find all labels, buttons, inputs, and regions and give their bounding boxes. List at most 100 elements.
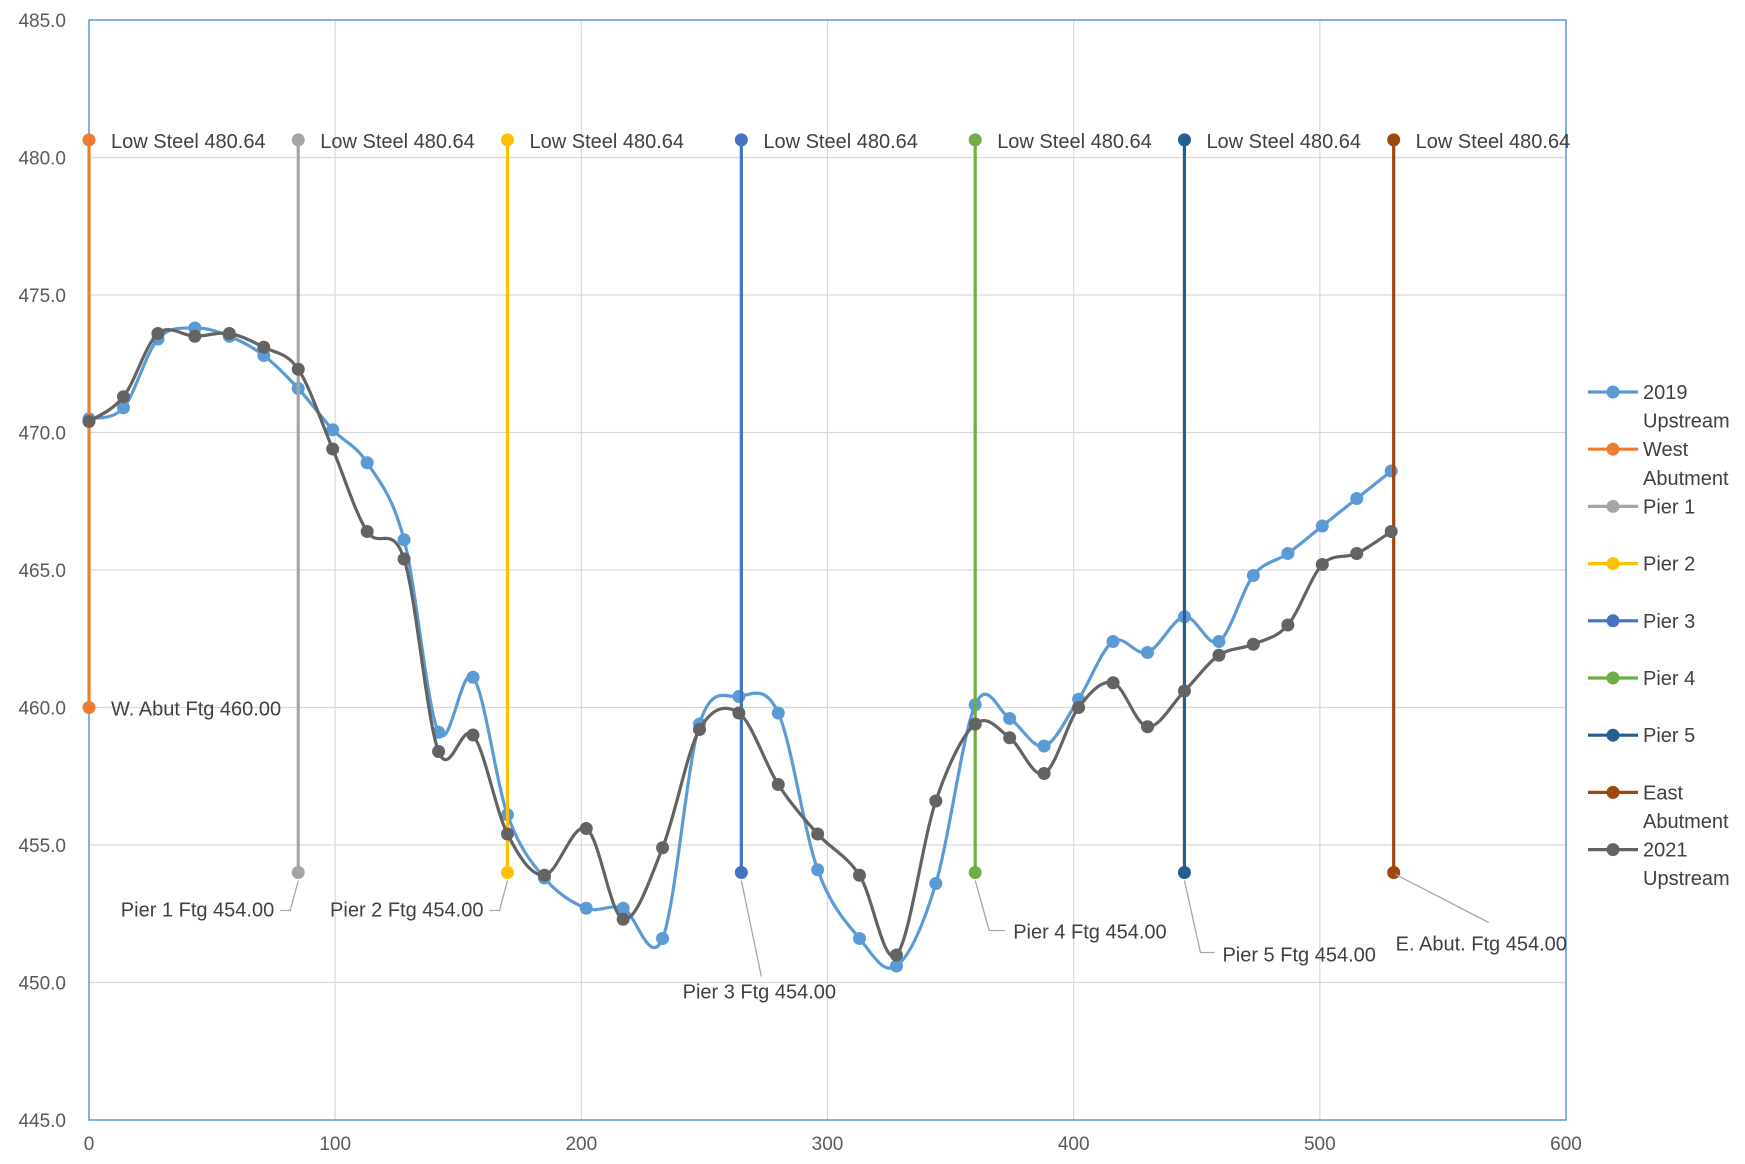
data-point: [397, 552, 411, 566]
series-2021-upstream: [82, 327, 1398, 962]
annotation-callouts: [280, 873, 1489, 977]
data-point: [360, 456, 374, 470]
data-point: [1141, 720, 1155, 734]
legend-label: West: [1643, 439, 1689, 461]
data-point: [257, 340, 271, 354]
legend-swatch-marker: [1606, 785, 1620, 799]
data-point: [579, 901, 593, 915]
data-point: [397, 533, 411, 547]
legend-label: Upstream: [1643, 411, 1730, 433]
annotation-label: Low Steel 480.64: [997, 131, 1152, 153]
legend-item-pier-5: Pier 5: [1588, 725, 1695, 747]
legend-label: Abutment: [1643, 468, 1729, 490]
legend-item-pier-1: Pier 1: [1588, 496, 1695, 518]
x-tick-label: 100: [319, 1134, 351, 1155]
legend-swatch-marker: [1606, 385, 1620, 399]
data-point: [466, 670, 480, 684]
data-point: [929, 794, 943, 808]
legend-label: East: [1643, 782, 1683, 804]
data-point: [82, 133, 96, 147]
annotation-label: Pier 1 Ftg 454.00: [121, 900, 274, 922]
legend-item-east-abutment: East Abutment: [1588, 782, 1729, 833]
legend-label: 2019: [1643, 382, 1688, 404]
legend-label: Pier 3: [1643, 611, 1695, 633]
legend-swatch-marker: [1606, 843, 1620, 857]
annotation-label: Pier 3 Ftg 454.00: [683, 982, 836, 1004]
data-point: [968, 717, 982, 731]
y-tick-label: 455.0: [18, 836, 66, 857]
data-point: [1003, 731, 1017, 745]
x-axis-tick-labels: 0 100 200 300 400 500 600: [84, 1134, 1582, 1155]
annotation-leader-line: [1183, 880, 1215, 954]
data-point: [1177, 133, 1191, 147]
annotation-label: Low Steel 480.64: [529, 131, 684, 153]
data-point: [360, 525, 374, 538]
legend-label: Upstream: [1643, 868, 1730, 890]
data-point: [291, 866, 305, 879]
data-point: [811, 863, 825, 877]
data-point: [1037, 767, 1051, 780]
data-point: [1384, 525, 1398, 538]
data-point: [82, 701, 96, 714]
legend-swatch-marker: [1606, 557, 1620, 571]
data-point: [771, 778, 785, 791]
data-point: [326, 442, 340, 456]
data-point: [732, 706, 746, 720]
data-point: [291, 362, 305, 376]
data-point: [853, 868, 867, 882]
data-point: [734, 133, 748, 147]
data-point: [116, 401, 130, 415]
data-point: [326, 423, 340, 437]
data-point: [222, 327, 236, 340]
data-point: [500, 133, 514, 147]
legend-item-pier-3: Pier 3: [1588, 611, 1695, 633]
x-tick-label: 0: [84, 1134, 95, 1155]
data-point: [1037, 739, 1051, 753]
data-point: [1384, 464, 1398, 478]
annotation-label: W. Abut Ftg 460.00: [111, 699, 281, 721]
data-point: [82, 415, 96, 428]
annotation-label: Pier 2 Ftg 454.00: [330, 900, 483, 922]
annotation-label: E. Abut. Ftg 454.00: [1396, 934, 1567, 956]
legend-label: Pier 5: [1643, 725, 1695, 747]
legend-label: Pier 1: [1643, 496, 1695, 518]
series-pier-5: [1177, 133, 1191, 879]
legend-item-2019-upstream: 2019 Upstream: [1588, 382, 1730, 433]
annotation-label: Low Steel 480.64: [1416, 131, 1571, 153]
y-tick-label: 465.0: [18, 561, 66, 582]
data-point: [116, 390, 130, 404]
legend-item-pier-4: Pier 4: [1588, 668, 1695, 690]
data-point: [579, 822, 593, 835]
series-east-abutment: [1387, 133, 1401, 879]
data-point: [968, 866, 982, 879]
data-point: [432, 745, 446, 758]
data-point: [1281, 547, 1295, 560]
data-point: [1072, 701, 1086, 714]
annotation-leader-line: [1395, 873, 1489, 924]
data-point: [1281, 618, 1295, 632]
series-pier-4: [968, 133, 982, 879]
legend-label: 2021: [1643, 840, 1688, 862]
data-point: [151, 327, 165, 340]
data-point: [1106, 635, 1120, 648]
data-point: [291, 133, 305, 147]
data-point: [889, 948, 903, 962]
series-layer: [82, 133, 1401, 973]
data-point: [1177, 866, 1191, 879]
annotation-leader-line: [489, 880, 509, 912]
legend-label: Abutment: [1643, 811, 1729, 833]
annotation-label: Low Steel 480.64: [111, 131, 266, 153]
annotation-leader-line: [740, 880, 762, 977]
annotation-label: Low Steel 480.64: [320, 131, 475, 153]
legend-swatch-marker: [1606, 671, 1620, 685]
annotation-label: Pier 4 Ftg 454.00: [1013, 922, 1166, 944]
annotation-label: Pier 5 Ftg 454.00: [1222, 945, 1375, 967]
series-line-2019-upstream: [88, 326, 1393, 970]
data-point: [466, 728, 480, 742]
series-pier-1: [291, 133, 305, 879]
x-tick-label: 300: [812, 1134, 844, 1155]
data-point: [500, 827, 514, 841]
data-point: [188, 329, 202, 343]
data-point: [1387, 133, 1401, 147]
